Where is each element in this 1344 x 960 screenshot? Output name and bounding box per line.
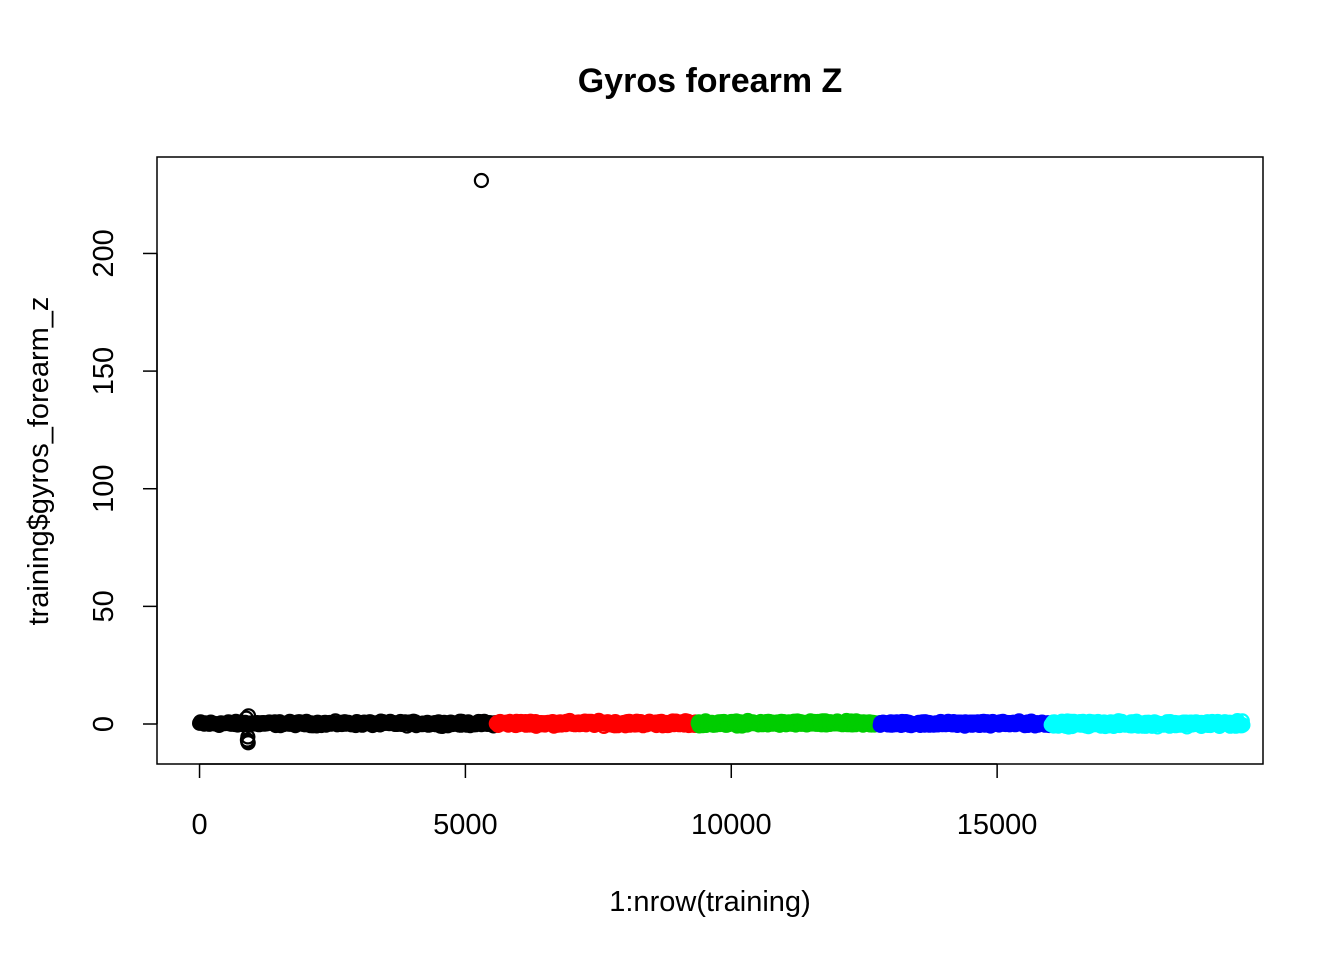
series-4 [872,713,1059,734]
series-1 [192,172,504,751]
outlier-point [240,708,257,724]
y-axis: 0 50 100 150 200 [88,229,158,732]
y-axis-label: training$gyros_forearm_z [23,297,55,626]
x-tick-label: 15000 [957,809,1038,841]
plot-frame [156,156,1264,765]
y-tick-label: 100 [88,465,120,513]
y-tick-label: 50 [88,590,120,622]
chart-title: Gyros forearm Z [578,62,843,100]
y-tick-label: 200 [88,229,120,277]
data-point [1235,717,1251,733]
data-points [192,172,1251,751]
outlier-point [238,710,254,726]
series-3 [690,712,888,734]
x-tick-label: 5000 [433,809,498,841]
x-tick-label: 0 [191,809,207,841]
y-tick-label: 150 [88,347,120,395]
y-tick-label: 0 [88,716,120,732]
x-axis: 0 5000 10000 15000 [191,763,1038,841]
outlier-point [240,735,256,751]
outlier-point [473,172,489,189]
series-2 [488,712,706,735]
outlier-point [240,729,256,745]
x-tick-label: 10000 [691,809,772,841]
series-5 [1043,712,1251,735]
x-axis-label: 1:nrow(training) [609,886,810,918]
